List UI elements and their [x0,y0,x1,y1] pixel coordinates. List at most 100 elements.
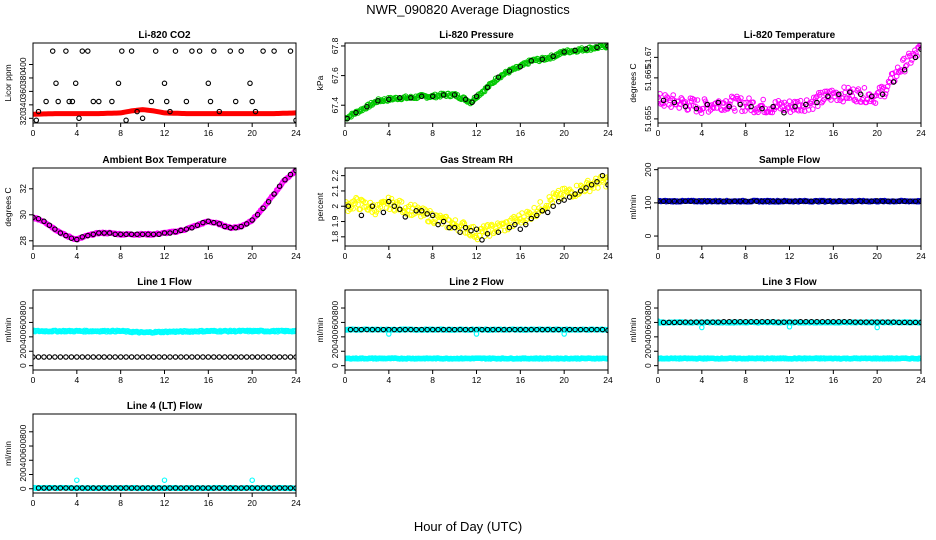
panel-data [33,168,296,243]
y-tick-label: 400 [643,329,653,343]
y-tick-label: 400 [18,329,28,343]
data-point [506,68,513,74]
data-point [699,198,705,204]
series-cyan [345,355,608,362]
y-tick-label: 0 [18,486,28,491]
panel-title: Li-820 Temperature [744,30,836,41]
band-point [909,57,915,63]
panel-ylabel: ml/min [628,194,638,219]
data-point [896,198,902,204]
x-tick-label: 16 [829,251,839,261]
band-point [496,222,502,228]
band-point [504,219,510,225]
panel-10: Line 4 (LT) Flow ml/min 0 4 8 12 16 20 24 0 200400… [3,401,301,508]
data-point [721,198,727,204]
data-point [183,98,190,105]
panel-data [658,197,921,205]
data-point [764,318,771,325]
y-tick-label: 400 [330,329,340,343]
data-point [265,354,272,360]
data-point [594,326,600,333]
data-point [868,93,875,100]
data-point [808,318,815,325]
series-black [33,354,296,360]
data-point [907,198,913,204]
data-point [726,318,732,325]
panel-title: Line 2 Flow [449,277,504,288]
data-point [742,198,749,204]
panel-7: Line 1 Flow ml/min 0 4 8 12 16 20 24 0 20040060080… [3,277,301,385]
data-point [457,229,463,235]
y-tick-label: 0 [330,363,340,368]
data-point [555,198,562,205]
data-point [808,198,815,204]
data-point [397,326,403,333]
data-point [287,354,294,360]
band-point [468,224,475,230]
band-point [605,178,608,185]
y-tick-label: 200 [643,344,653,358]
data-point [106,230,113,236]
data-point [879,319,886,325]
data-point [440,92,447,98]
data-point [178,227,184,234]
data-point [446,224,452,231]
data-point [418,208,425,214]
data-point [207,98,214,105]
data-point [512,326,518,333]
x-tick-label: 12 [160,498,170,508]
data-point [402,326,409,333]
data-point [167,354,173,360]
band-point [908,60,914,66]
band-point [694,97,701,103]
data-point [402,214,409,220]
data-point [688,198,694,204]
data-point [710,319,716,325]
panel-ylabel: kPa [315,75,325,90]
data-point [238,48,244,54]
data-point [890,319,897,325]
data-point [588,326,595,333]
y-tick-label: 200 [643,162,653,176]
data-point [803,198,809,204]
x-tick-label: 12 [160,128,170,138]
band-point [902,68,908,75]
x-tick-label: 4 [74,128,79,138]
data-point [216,354,223,360]
data-point [128,485,135,491]
data-point [671,319,678,326]
data-point [424,211,430,217]
data-point [688,319,694,325]
data-point [874,319,880,325]
series-cyan [386,331,567,337]
x-tick-label: 8 [118,128,123,138]
x-tick-label: 4 [699,128,704,138]
data-point [847,198,853,204]
data-point [479,237,485,243]
x-tick-label: 24 [916,251,926,261]
figure-title: NWR_090820 Average Diagnostics [366,2,570,17]
data-point [879,91,886,98]
y-tick-label: 67.6 [330,67,340,84]
data-point [68,485,75,491]
data-point [167,230,173,236]
data-point [677,198,683,204]
band-point [731,105,737,112]
data-point [112,354,118,360]
x-tick-label: 0 [31,128,36,138]
data-point [814,198,820,204]
data-point [57,230,64,236]
y-tick-label: 200 [330,344,340,358]
band-point [824,88,830,95]
data-point [528,215,535,222]
band-point [767,109,774,116]
data-point [599,172,606,179]
x-tick-label: 16 [829,375,839,385]
data-point [748,198,754,204]
x-tick-label: 16 [516,375,526,385]
data-point [117,354,124,360]
x-tick-label: 8 [743,128,748,138]
x-tick-label: 8 [743,375,748,385]
panel-1: Li-820 CO2 Licor ppm 0 4 8 12 16 20 24 3203403603… [3,30,301,138]
x-tick-label: 8 [430,375,435,385]
